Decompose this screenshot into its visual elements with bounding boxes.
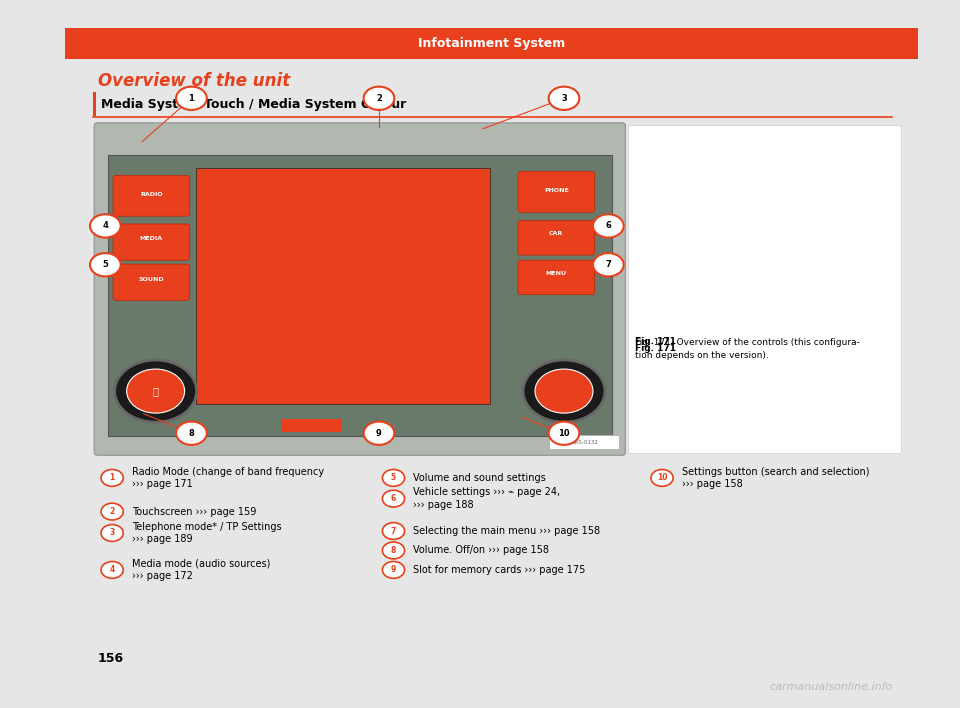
Text: Telephone mode* / TP Settings
››› page 189: Telephone mode* / TP Settings ››› page 1… <box>132 522 281 544</box>
Circle shape <box>101 503 123 520</box>
Circle shape <box>382 490 404 507</box>
Circle shape <box>651 469 673 486</box>
Text: 5: 5 <box>103 261 108 269</box>
Text: Media mode (audio sources)
››› page 172: Media mode (audio sources) ››› page 172 <box>132 559 270 581</box>
Text: 5: 5 <box>391 474 396 482</box>
Text: RADIO: RADIO <box>140 193 162 198</box>
Text: carmanualsonline.info: carmanualsonline.info <box>770 683 893 692</box>
FancyBboxPatch shape <box>518 171 594 212</box>
Circle shape <box>176 86 206 110</box>
FancyBboxPatch shape <box>518 261 594 295</box>
FancyBboxPatch shape <box>196 168 490 404</box>
Text: CAR: CAR <box>549 232 564 236</box>
Text: MENU: MENU <box>545 270 566 275</box>
Circle shape <box>176 421 206 445</box>
Circle shape <box>548 421 579 445</box>
Text: 156: 156 <box>98 651 124 665</box>
Text: Selecting the main menu ››› page 158: Selecting the main menu ››› page 158 <box>413 526 600 536</box>
Text: 9: 9 <box>391 566 396 574</box>
Text: 4: 4 <box>109 566 115 574</box>
Text: Fig. 171: Fig. 171 <box>635 338 676 346</box>
Circle shape <box>382 542 404 559</box>
Text: Vehicle settings ››› ⌁ page 24,
››› page 188: Vehicle settings ››› ⌁ page 24, ››› page… <box>413 487 561 510</box>
Text: 6: 6 <box>606 222 612 230</box>
Text: 10: 10 <box>657 474 667 482</box>
Text: 1: 1 <box>188 93 194 103</box>
Text: 8: 8 <box>188 429 194 438</box>
Text: 9: 9 <box>376 429 382 438</box>
Text: ⏻: ⏻ <box>153 386 158 396</box>
Text: 3: 3 <box>109 528 115 537</box>
Circle shape <box>90 215 121 238</box>
Text: Infotainment System: Infotainment System <box>418 38 565 50</box>
FancyBboxPatch shape <box>108 154 612 436</box>
Text: 6: 6 <box>391 494 396 503</box>
Text: Volume and sound settings: Volume and sound settings <box>413 473 546 483</box>
FancyBboxPatch shape <box>549 435 619 450</box>
Text: Fig. 171  Overview of the controls (this configura-
tion depends on the version): Fig. 171 Overview of the controls (this … <box>635 338 859 360</box>
FancyBboxPatch shape <box>113 224 190 261</box>
Circle shape <box>523 360 605 422</box>
Circle shape <box>364 421 395 445</box>
Text: 8: 8 <box>391 546 396 555</box>
Text: Radio Mode (change of band frequency
››› page 171: Radio Mode (change of band frequency ›››… <box>132 467 324 489</box>
FancyBboxPatch shape <box>113 264 190 300</box>
Circle shape <box>382 523 404 539</box>
Circle shape <box>593 215 624 238</box>
Text: Overview of the unit: Overview of the unit <box>98 72 290 91</box>
Circle shape <box>101 561 123 578</box>
Circle shape <box>382 561 404 578</box>
Text: PHONE: PHONE <box>544 188 568 193</box>
Circle shape <box>90 253 121 276</box>
Text: 3: 3 <box>561 93 566 103</box>
Text: Fig. 171: Fig. 171 <box>635 345 676 353</box>
Circle shape <box>548 86 579 110</box>
Text: Touchscreen ››› page 159: Touchscreen ››› page 159 <box>132 507 256 517</box>
Text: 4: 4 <box>103 222 108 230</box>
FancyBboxPatch shape <box>94 123 625 455</box>
Text: 2: 2 <box>109 507 115 516</box>
FancyBboxPatch shape <box>281 419 343 432</box>
Text: 7: 7 <box>606 261 612 269</box>
Circle shape <box>127 369 184 413</box>
FancyBboxPatch shape <box>628 125 900 452</box>
Circle shape <box>593 253 624 276</box>
Circle shape <box>364 86 395 110</box>
Circle shape <box>115 360 197 422</box>
Text: 1: 1 <box>109 474 115 482</box>
Text: MEDIA: MEDIA <box>140 236 163 241</box>
Text: Media System Touch / Media System Colour: Media System Touch / Media System Colour <box>101 98 406 110</box>
Circle shape <box>382 469 404 486</box>
Text: 10: 10 <box>558 429 570 438</box>
Text: Settings button (search and selection)
››› page 158: Settings button (search and selection) ›… <box>682 467 869 489</box>
Circle shape <box>535 369 593 413</box>
Text: Slot for memory cards ››› page 175: Slot for memory cards ››› page 175 <box>413 565 586 575</box>
FancyBboxPatch shape <box>92 92 96 116</box>
FancyBboxPatch shape <box>113 176 190 216</box>
Circle shape <box>101 469 123 486</box>
Text: 7: 7 <box>391 527 396 535</box>
Text: BRS-0132: BRS-0132 <box>571 440 598 445</box>
FancyBboxPatch shape <box>518 221 594 255</box>
Text: Volume. Off/on ››› page 158: Volume. Off/on ››› page 158 <box>413 545 549 556</box>
FancyBboxPatch shape <box>65 28 918 59</box>
Text: 2: 2 <box>376 93 382 103</box>
Circle shape <box>101 525 123 542</box>
Text: SOUND: SOUND <box>138 277 164 282</box>
